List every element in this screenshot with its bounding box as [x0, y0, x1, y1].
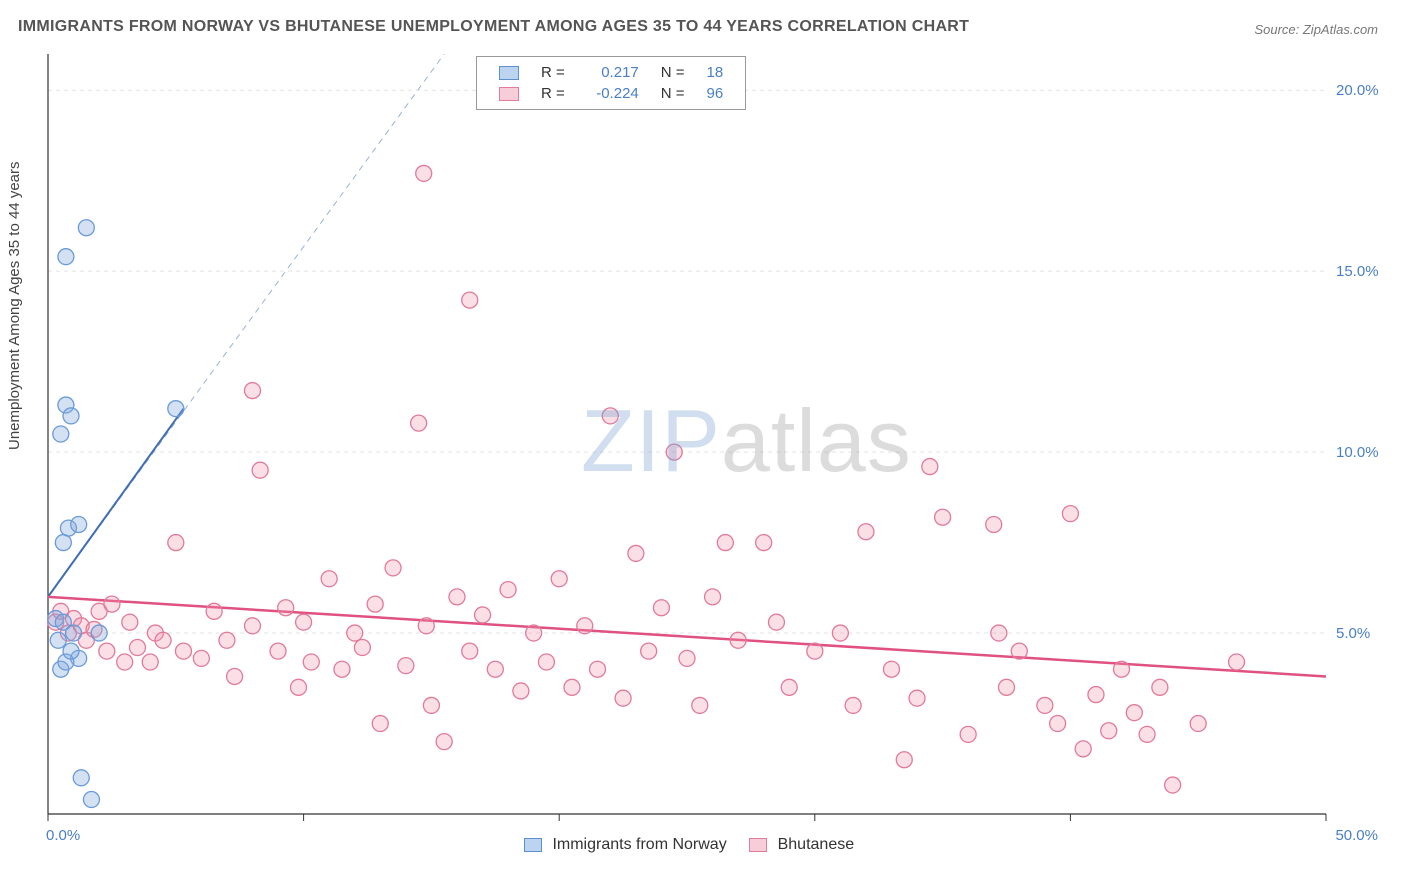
series-legend: Immigrants from Norway Bhutanese	[506, 836, 854, 854]
correlation-row-bhutanese: R = -0.224 N = 96	[489, 84, 733, 103]
swatch-bhutanese	[499, 87, 519, 101]
svg-text:50.0%: 50.0%	[1335, 827, 1378, 844]
svg-text:15.0%: 15.0%	[1336, 263, 1379, 280]
svg-text:0.0%: 0.0%	[46, 827, 80, 844]
correlation-row-norway: R = 0.217 N = 18	[489, 63, 733, 82]
n-value-norway: 18	[707, 64, 724, 81]
svg-text:10.0%: 10.0%	[1336, 444, 1379, 461]
r-value-norway: 0.217	[587, 64, 639, 81]
r-value-bhutanese: -0.224	[587, 85, 639, 102]
legend-swatch-norway	[524, 838, 542, 852]
n-value-bhutanese: 96	[707, 85, 724, 102]
n-label: N =	[661, 85, 685, 102]
legend-swatch-bhutanese	[749, 838, 767, 852]
swatch-norway	[499, 66, 519, 80]
correlation-legend: R = 0.217 N = 18 R = -0.224 N = 96	[476, 56, 746, 110]
svg-text:20.0%: 20.0%	[1336, 82, 1379, 99]
n-label: N =	[661, 64, 685, 81]
r-label: R =	[541, 64, 565, 81]
scatter-plot: 5.0%10.0%15.0%20.0%0.0%50.0% ZIPatlas R …	[46, 50, 1386, 850]
chart-title: IMMIGRANTS FROM NORWAY VS BHUTANESE UNEM…	[18, 18, 969, 36]
legend-label-bhutanese: Bhutanese	[778, 836, 855, 853]
svg-text:5.0%: 5.0%	[1336, 625, 1370, 642]
r-label: R =	[541, 85, 565, 102]
legend-label-norway: Immigrants from Norway	[552, 836, 726, 853]
y-axis-label: Unemployment Among Ages 35 to 44 years	[6, 161, 23, 450]
source-attribution: Source: ZipAtlas.com	[1254, 22, 1378, 37]
chart-canvas: 5.0% 10.0% 15.0% 20.0% 0.0% 50.0%	[46, 50, 1386, 850]
correlation-table: R = 0.217 N = 18 R = -0.224 N = 96	[487, 61, 735, 105]
